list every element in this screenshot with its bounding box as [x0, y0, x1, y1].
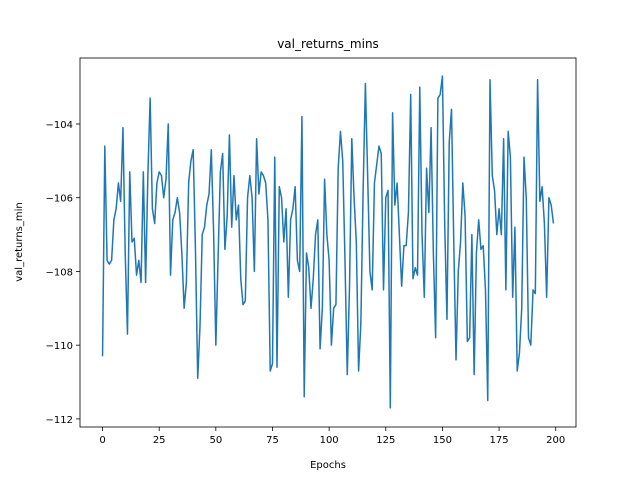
y-tick-label: −106: [46, 194, 73, 205]
x-tick-label: 150: [433, 435, 452, 446]
x-tick-label: 200: [546, 435, 565, 446]
chart-title: val_returns_mins: [277, 37, 379, 51]
x-tick-label: 125: [376, 435, 395, 446]
plot-frame: [79, 57, 577, 428]
y-tick-label: −104: [46, 120, 73, 131]
y-axis-label: val_returns_min: [14, 202, 25, 281]
x-tick-label: 0: [99, 435, 105, 446]
y-tick-label: −110: [46, 341, 73, 352]
x-axis-label: Epochs: [310, 460, 346, 471]
line: [101, 75, 555, 409]
x-tick-label: 100: [320, 435, 339, 446]
x-tick-label: 25: [153, 435, 166, 446]
y-tick-label: −108: [46, 267, 73, 278]
x-tick-label: 50: [209, 435, 222, 446]
x-tick-label: 175: [490, 435, 509, 446]
y-tick-label: −112: [46, 415, 73, 426]
x-tick-label: 75: [266, 435, 279, 446]
